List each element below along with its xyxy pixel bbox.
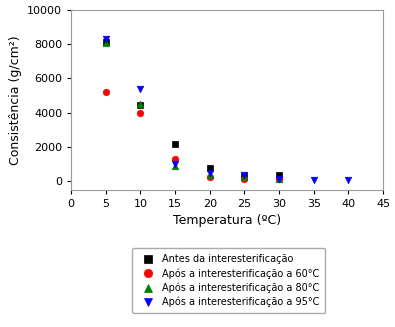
- Point: [276, 172, 282, 177]
- Point: [103, 37, 109, 42]
- Point: [172, 157, 178, 162]
- Point: [241, 175, 248, 180]
- X-axis label: Temperatura (ºC): Temperatura (ºC): [173, 214, 281, 227]
- Point: [137, 101, 144, 106]
- Point: [241, 176, 248, 181]
- Point: [172, 163, 178, 168]
- Point: [103, 40, 109, 45]
- Point: [207, 175, 213, 180]
- Point: [103, 89, 109, 95]
- Point: [241, 173, 248, 178]
- Point: [103, 41, 109, 46]
- Point: [207, 166, 213, 171]
- Point: [137, 86, 144, 92]
- Point: [207, 172, 213, 178]
- Point: [276, 177, 282, 182]
- Legend: Antes da interesterificação, Após a interesterificação a 60°C, Após a interester: Antes da interesterificação, Após a inte…: [132, 249, 325, 313]
- Y-axis label: Consistência (g/cm²): Consistência (g/cm²): [9, 35, 21, 164]
- Point: [207, 171, 213, 176]
- Point: [137, 111, 144, 116]
- Point: [276, 177, 282, 182]
- Point: [241, 174, 248, 179]
- Point: [137, 102, 144, 108]
- Point: [172, 142, 178, 147]
- Point: [172, 161, 178, 166]
- Point: [276, 177, 282, 182]
- Point: [310, 177, 317, 182]
- Point: [345, 178, 352, 183]
